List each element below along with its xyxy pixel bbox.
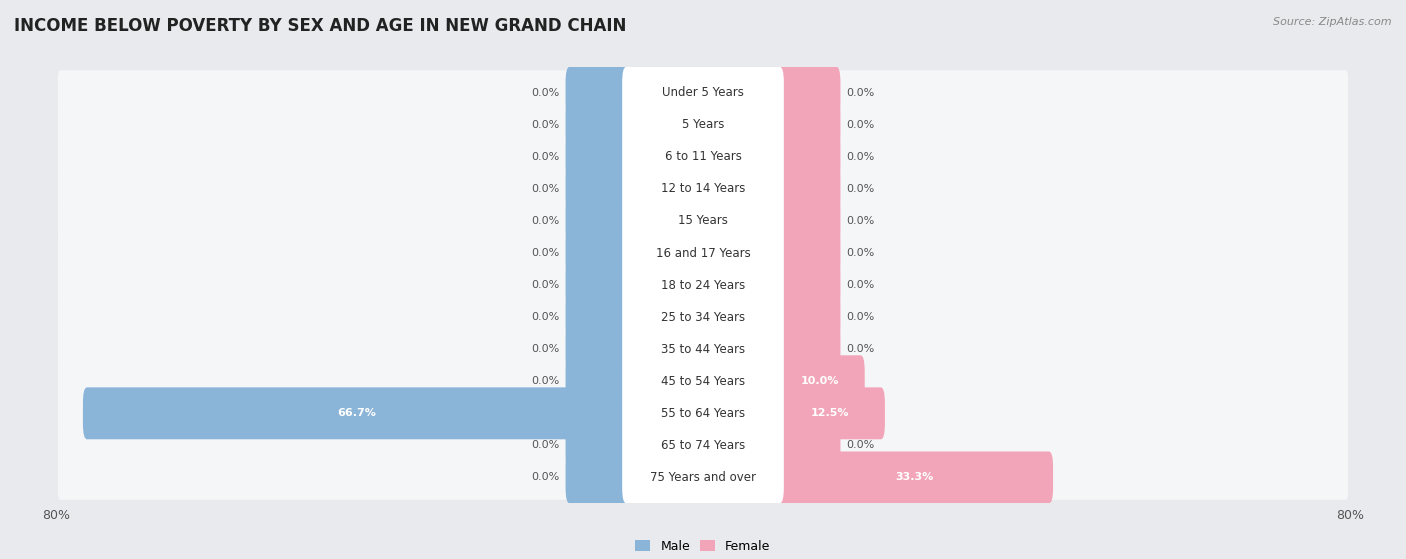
FancyBboxPatch shape [565,452,630,504]
FancyBboxPatch shape [621,291,785,343]
FancyBboxPatch shape [621,67,785,119]
FancyBboxPatch shape [58,455,1348,500]
FancyBboxPatch shape [776,99,841,151]
FancyBboxPatch shape [776,452,1053,504]
FancyBboxPatch shape [58,231,1348,276]
Text: 0.0%: 0.0% [531,312,560,322]
FancyBboxPatch shape [776,67,841,119]
Text: 0.0%: 0.0% [531,184,560,194]
FancyBboxPatch shape [58,359,1348,404]
Text: 10.0%: 10.0% [801,376,839,386]
Text: 12.5%: 12.5% [811,408,849,418]
Text: Under 5 Years: Under 5 Years [662,86,744,100]
FancyBboxPatch shape [621,259,785,311]
Text: 0.0%: 0.0% [846,152,875,162]
FancyBboxPatch shape [776,259,841,311]
FancyBboxPatch shape [621,419,785,471]
FancyBboxPatch shape [58,167,1348,211]
Text: 0.0%: 0.0% [531,472,560,482]
FancyBboxPatch shape [621,323,785,375]
FancyBboxPatch shape [621,227,785,279]
FancyBboxPatch shape [565,291,630,343]
Text: 0.0%: 0.0% [846,120,875,130]
FancyBboxPatch shape [621,99,785,151]
FancyBboxPatch shape [565,195,630,247]
Text: 55 to 64 Years: 55 to 64 Years [661,407,745,420]
Text: 33.3%: 33.3% [896,472,934,482]
FancyBboxPatch shape [776,387,884,439]
FancyBboxPatch shape [621,387,785,439]
Text: 12 to 14 Years: 12 to 14 Years [661,182,745,196]
Text: 0.0%: 0.0% [531,376,560,386]
FancyBboxPatch shape [621,195,785,247]
Text: 5 Years: 5 Years [682,119,724,131]
Text: 15 Years: 15 Years [678,215,728,228]
FancyBboxPatch shape [776,195,841,247]
Text: 0.0%: 0.0% [531,152,560,162]
Text: 0.0%: 0.0% [846,248,875,258]
FancyBboxPatch shape [621,131,785,183]
Text: INCOME BELOW POVERTY BY SEX AND AGE IN NEW GRAND CHAIN: INCOME BELOW POVERTY BY SEX AND AGE IN N… [14,17,627,35]
FancyBboxPatch shape [58,327,1348,372]
FancyBboxPatch shape [565,227,630,279]
FancyBboxPatch shape [58,295,1348,339]
FancyBboxPatch shape [83,387,630,439]
Text: Source: ZipAtlas.com: Source: ZipAtlas.com [1274,17,1392,27]
Text: 0.0%: 0.0% [531,440,560,451]
Text: 0.0%: 0.0% [531,344,560,354]
FancyBboxPatch shape [621,356,785,408]
Text: 0.0%: 0.0% [846,440,875,451]
FancyBboxPatch shape [58,102,1348,147]
FancyBboxPatch shape [565,67,630,119]
FancyBboxPatch shape [58,134,1348,179]
FancyBboxPatch shape [565,259,630,311]
FancyBboxPatch shape [565,99,630,151]
Text: 0.0%: 0.0% [846,88,875,98]
Text: 0.0%: 0.0% [531,120,560,130]
Text: 45 to 54 Years: 45 to 54 Years [661,375,745,388]
Text: 18 to 24 Years: 18 to 24 Years [661,278,745,292]
Text: 65 to 74 Years: 65 to 74 Years [661,439,745,452]
FancyBboxPatch shape [621,452,785,504]
FancyBboxPatch shape [776,419,841,471]
FancyBboxPatch shape [58,198,1348,243]
Legend: Male, Female: Male, Female [630,535,776,558]
FancyBboxPatch shape [565,419,630,471]
Text: 0.0%: 0.0% [846,184,875,194]
Text: 75 Years and over: 75 Years and over [650,471,756,484]
Text: 0.0%: 0.0% [531,88,560,98]
Text: 35 to 44 Years: 35 to 44 Years [661,343,745,356]
Text: 66.7%: 66.7% [337,408,375,418]
FancyBboxPatch shape [776,227,841,279]
Text: 0.0%: 0.0% [531,216,560,226]
FancyBboxPatch shape [58,391,1348,436]
FancyBboxPatch shape [58,423,1348,468]
Text: 25 to 34 Years: 25 to 34 Years [661,311,745,324]
Text: 0.0%: 0.0% [846,344,875,354]
Text: 0.0%: 0.0% [531,280,560,290]
Text: 0.0%: 0.0% [846,216,875,226]
Text: 0.0%: 0.0% [531,248,560,258]
FancyBboxPatch shape [565,163,630,215]
Text: 6 to 11 Years: 6 to 11 Years [665,150,741,163]
FancyBboxPatch shape [58,70,1348,115]
Text: 0.0%: 0.0% [846,280,875,290]
Text: 0.0%: 0.0% [846,312,875,322]
FancyBboxPatch shape [58,263,1348,307]
FancyBboxPatch shape [776,356,865,408]
FancyBboxPatch shape [565,356,630,408]
FancyBboxPatch shape [776,163,841,215]
FancyBboxPatch shape [565,323,630,375]
FancyBboxPatch shape [776,131,841,183]
FancyBboxPatch shape [776,323,841,375]
FancyBboxPatch shape [621,163,785,215]
Text: 16 and 17 Years: 16 and 17 Years [655,247,751,259]
FancyBboxPatch shape [565,131,630,183]
FancyBboxPatch shape [776,291,841,343]
